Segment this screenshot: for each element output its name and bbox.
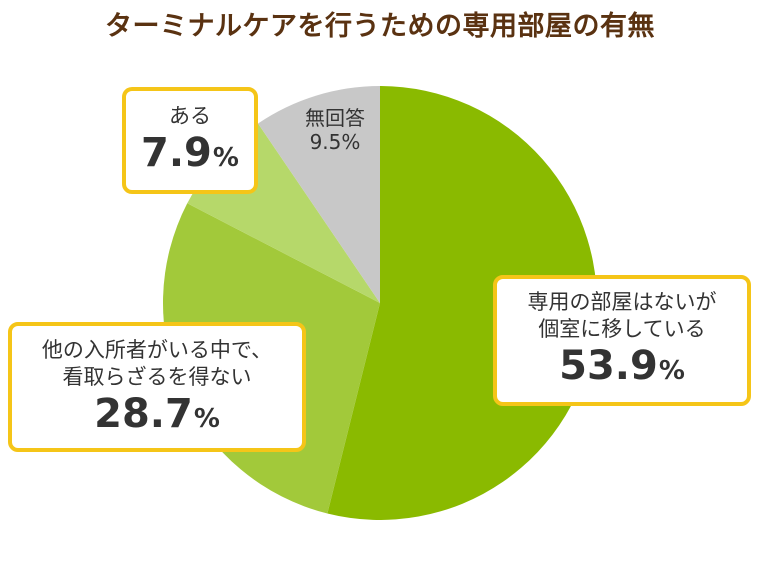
- callout-yes: ある 7.9%: [122, 87, 258, 194]
- percent-unit: %: [658, 356, 685, 386]
- slice-percent: 53.9%: [497, 343, 747, 389]
- callout-dedicated-none-private: 専用の部屋はないが 個室に移している 53.9%: [493, 275, 751, 406]
- slice-label-line: 無回答: [305, 106, 365, 130]
- percent-unit: %: [193, 404, 220, 434]
- slice-percent: 28.7%: [12, 391, 302, 437]
- slice-value: 28.7: [94, 391, 193, 437]
- slice-value: 7.9: [141, 130, 212, 176]
- slice-value: 53.9: [559, 343, 658, 389]
- slice-no-answer: [258, 86, 380, 303]
- slice-label-line: ある: [169, 104, 211, 128]
- slice-label-line: 看取らざるを得ない: [62, 365, 252, 389]
- slice-value: 9.5: [309, 130, 342, 154]
- label-no-answer: 無回答 9.5%: [290, 106, 380, 154]
- callout-with-other-residents: 他の入所者がいる中で、 看取らざるを得ない 28.7%: [8, 322, 306, 452]
- slice-label-line: 他の入所者がいる中で、: [41, 338, 273, 362]
- percent-unit: %: [341, 130, 361, 154]
- slice-label-line: 専用の部屋はないが: [527, 290, 717, 314]
- slice-dedicated-none-private: [327, 86, 597, 520]
- percent-unit: %: [212, 143, 239, 173]
- slice-percent: 9.5%: [290, 130, 380, 154]
- slice-label-line: 個室に移している: [538, 317, 706, 341]
- slice-percent: 7.9%: [126, 130, 254, 176]
- chart-title: ターミナルケアを行うための専用部屋の有無: [105, 11, 655, 42]
